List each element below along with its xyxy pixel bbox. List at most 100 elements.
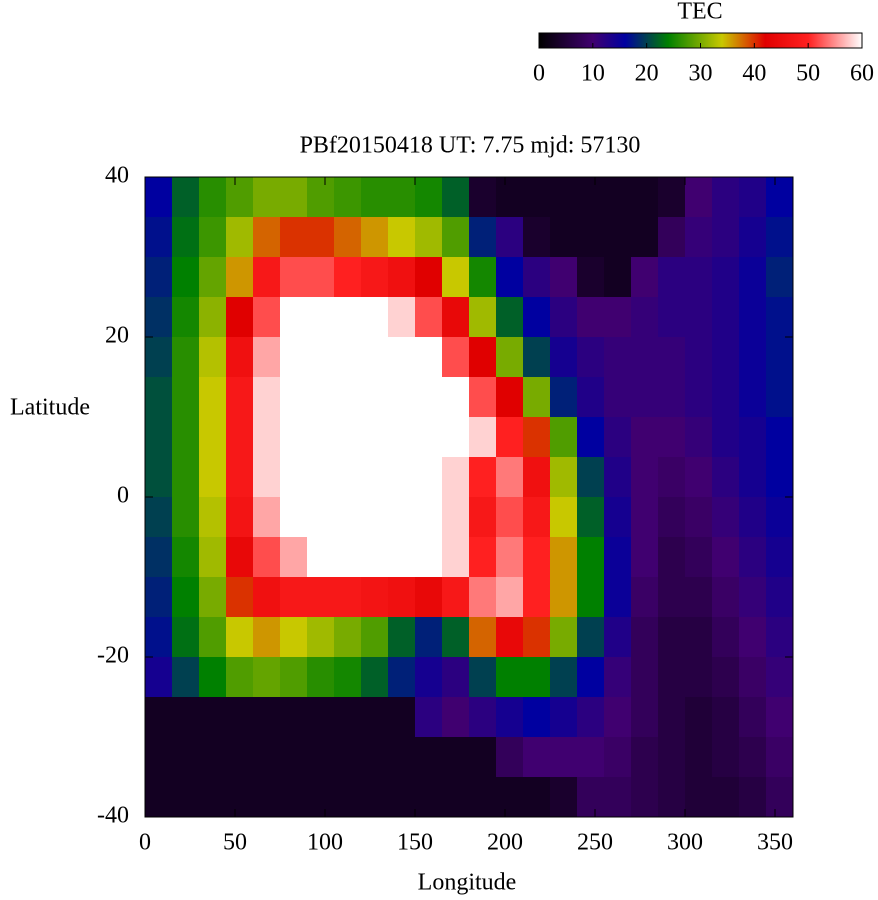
heat-cell <box>415 537 443 578</box>
heat-cell <box>280 537 308 578</box>
colorbar-title: TEC <box>677 0 722 25</box>
heat-cell <box>361 777 389 818</box>
heat-cell <box>550 177 578 218</box>
heat-cell <box>415 257 443 298</box>
heat-cell <box>280 297 308 338</box>
heat-cell <box>469 377 497 418</box>
heat-cell <box>172 777 200 818</box>
x-tick-label: 300 <box>667 830 703 856</box>
heat-cell <box>226 737 254 778</box>
heat-cell <box>415 657 443 698</box>
heat-cell <box>739 297 767 338</box>
heat-cell <box>496 617 524 658</box>
heat-cell <box>550 537 578 578</box>
heat-cell <box>415 217 443 258</box>
heat-cell <box>280 497 308 538</box>
heat-cell <box>739 337 767 378</box>
heat-cell <box>496 337 524 378</box>
heat-cell <box>226 697 254 738</box>
heat-cell <box>712 697 740 738</box>
heat-cell <box>739 737 767 778</box>
heat-cell <box>469 777 497 818</box>
heat-cell <box>442 697 470 738</box>
chart-title: PBf20150418 UT: 7.75 mjd: 57130 <box>300 133 641 159</box>
heat-cell <box>442 617 470 658</box>
heat-cell <box>388 777 416 818</box>
heat-cell <box>604 377 632 418</box>
heat-cell <box>577 377 605 418</box>
heat-cell <box>496 377 524 418</box>
heat-cell <box>685 577 713 618</box>
heat-cell <box>361 337 389 378</box>
heat-cell <box>388 217 416 258</box>
heat-cell <box>145 257 173 298</box>
heat-cell <box>496 417 524 458</box>
heat-cell <box>469 657 497 698</box>
heat-cell <box>658 217 686 258</box>
heat-cell <box>658 377 686 418</box>
heat-cell <box>307 177 335 218</box>
heat-cell <box>577 737 605 778</box>
heat-cell <box>334 577 362 618</box>
heat-cell <box>226 337 254 378</box>
heat-cell <box>766 657 794 698</box>
heat-cell <box>577 217 605 258</box>
heat-cell <box>226 777 254 818</box>
heat-cell <box>631 177 659 218</box>
heat-cell <box>631 777 659 818</box>
heat-cell <box>388 617 416 658</box>
heat-cell <box>469 537 497 578</box>
heat-cell <box>307 537 335 578</box>
heat-cell <box>280 577 308 618</box>
heat-cell <box>712 617 740 658</box>
heat-cell <box>280 457 308 498</box>
heat-cell <box>766 257 794 298</box>
heat-cell <box>550 337 578 378</box>
heat-cell <box>739 217 767 258</box>
colorbar-tick-label: 20 <box>635 61 659 87</box>
heat-cell <box>685 497 713 538</box>
heat-cell <box>172 257 200 298</box>
heat-cell <box>145 297 173 338</box>
colorbar-tick-label: 60 <box>850 61 874 87</box>
heat-cell <box>496 777 524 818</box>
heat-cell <box>226 377 254 418</box>
heat-cell <box>226 497 254 538</box>
heat-cell <box>712 417 740 458</box>
heat-cell <box>631 217 659 258</box>
colorbar-tick-label: 10 <box>581 61 605 87</box>
heat-cell <box>307 257 335 298</box>
heat-cell <box>631 257 659 298</box>
heat-cell <box>415 737 443 778</box>
heat-cell <box>739 577 767 618</box>
heat-cell <box>496 497 524 538</box>
heat-cell <box>469 177 497 218</box>
heat-cell <box>739 657 767 698</box>
heat-cell <box>658 497 686 538</box>
heat-cell <box>199 337 227 378</box>
heat-cell <box>172 217 200 258</box>
heat-cell <box>280 217 308 258</box>
heat-cell <box>685 417 713 458</box>
y-tick-label: 20 <box>105 323 129 349</box>
x-tick-label: 100 <box>307 830 343 856</box>
heat-cell <box>766 217 794 258</box>
heat-cell <box>712 537 740 578</box>
heat-cell <box>739 537 767 578</box>
heat-cell <box>550 217 578 258</box>
heat-cell <box>766 377 794 418</box>
heat-cell <box>388 177 416 218</box>
heat-cell <box>307 497 335 538</box>
heat-cell <box>280 177 308 218</box>
heat-cell <box>631 417 659 458</box>
heat-cell <box>307 697 335 738</box>
heat-cell <box>145 777 173 818</box>
heat-cell <box>145 697 173 738</box>
heat-cell <box>658 537 686 578</box>
heat-cell <box>199 737 227 778</box>
heat-cell <box>442 777 470 818</box>
heat-cell <box>415 617 443 658</box>
heat-cell <box>469 697 497 738</box>
heat-cell <box>712 657 740 698</box>
